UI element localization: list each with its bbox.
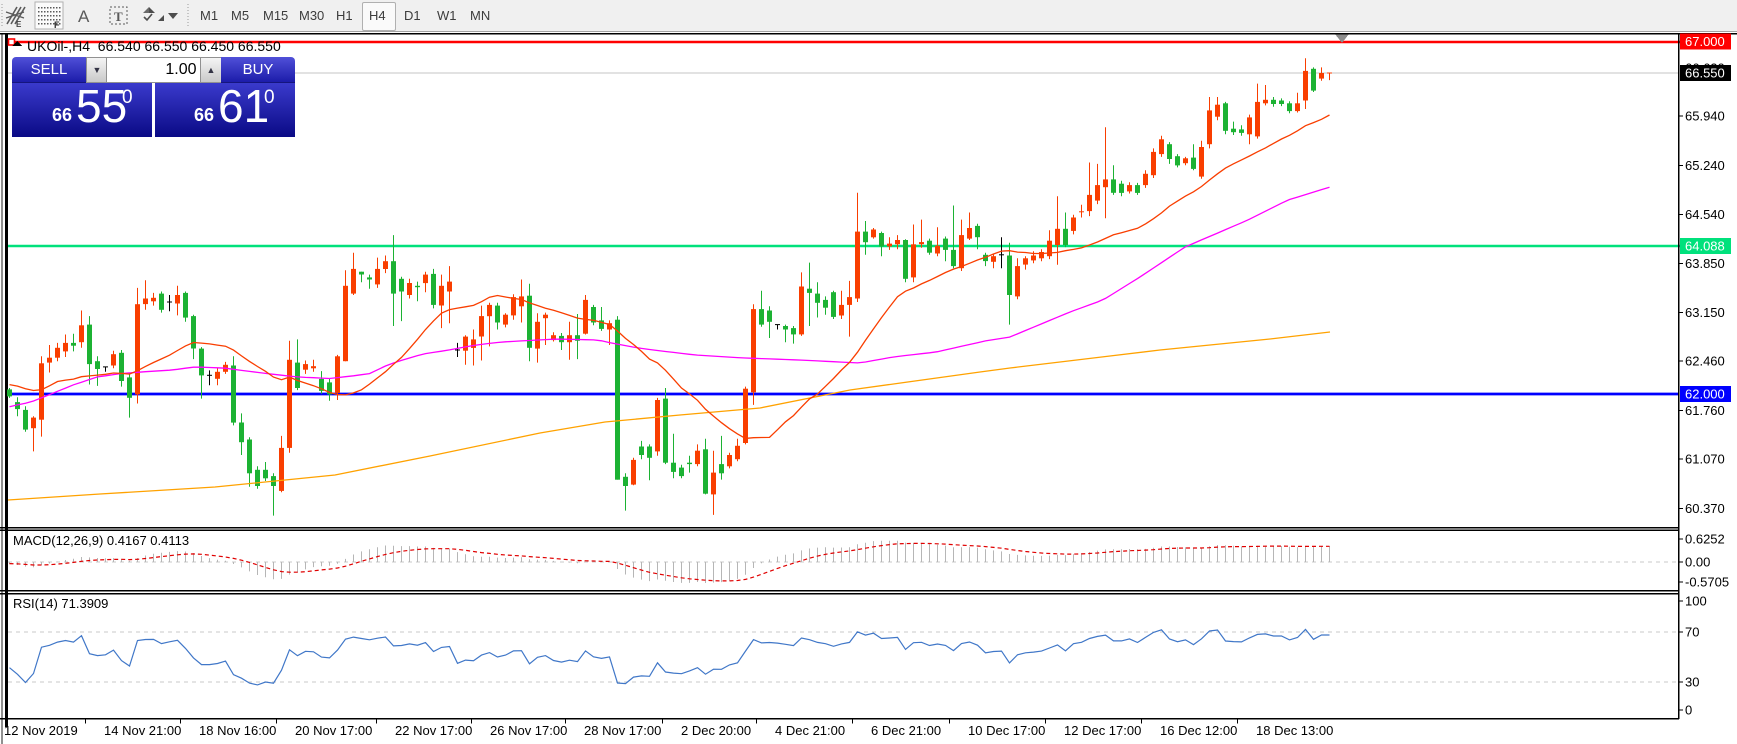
svg-text:E: E (16, 20, 22, 29)
svg-text:18 Dec 13:00: 18 Dec 13:00 (1256, 723, 1333, 738)
svg-text:66.550: 66.550 (1685, 66, 1725, 81)
svg-text:28 Nov 17:00: 28 Nov 17:00 (584, 723, 661, 738)
svg-text:6 Dec 21:00: 6 Dec 21:00 (871, 723, 941, 738)
svg-text:-0.5705: -0.5705 (1685, 575, 1729, 590)
svg-text:64.540: 64.540 (1685, 207, 1725, 222)
svg-text:0: 0 (1685, 703, 1692, 718)
svg-text:60.370: 60.370 (1685, 501, 1725, 516)
svg-text:63.850: 63.850 (1685, 256, 1725, 271)
svg-text:2 Dec 20:00: 2 Dec 20:00 (681, 723, 751, 738)
svg-text:63.150: 63.150 (1685, 305, 1725, 320)
svg-text:22 Nov 17:00: 22 Nov 17:00 (395, 723, 472, 738)
svg-text:10 Dec 17:00: 10 Dec 17:00 (968, 723, 1045, 738)
svg-text:65.940: 65.940 (1685, 109, 1725, 124)
svg-text:26 Nov 17:00: 26 Nov 17:00 (490, 723, 567, 738)
svg-text:30: 30 (1685, 675, 1699, 690)
svg-text:65.240: 65.240 (1685, 158, 1725, 173)
svg-text:61.070: 61.070 (1685, 452, 1725, 467)
svg-text:UKOil-,H4 66.540 66.550 66.45: UKOil-,H4 66.540 66.550 66.450 66.550 (27, 38, 281, 54)
svg-text:T: T (114, 9, 123, 24)
svg-text:100: 100 (1685, 594, 1707, 609)
svg-text:67.000: 67.000 (1685, 34, 1725, 49)
svg-text:70: 70 (1685, 625, 1699, 640)
svg-text:64.088: 64.088 (1685, 239, 1725, 254)
svg-text:16 Dec 12:00: 16 Dec 12:00 (1160, 723, 1237, 738)
svg-text:0.00: 0.00 (1685, 555, 1710, 570)
svg-text:61.760: 61.760 (1685, 403, 1725, 418)
svg-text:F: F (54, 20, 60, 30)
svg-text:20 Nov 17:00: 20 Nov 17:00 (295, 723, 372, 738)
svg-text:A: A (78, 7, 90, 26)
svg-text:14 Nov 21:00: 14 Nov 21:00 (104, 723, 181, 738)
svg-text:MACD(12,26,9) 0.4167 0.4113: MACD(12,26,9) 0.4167 0.4113 (13, 533, 189, 548)
svg-text:62.000: 62.000 (1685, 387, 1725, 402)
svg-text:12 Nov 2019: 12 Nov 2019 (4, 723, 78, 738)
svg-text:0.6252: 0.6252 (1685, 532, 1725, 547)
svg-text:12 Dec 17:00: 12 Dec 17:00 (1064, 723, 1141, 738)
svg-text:62.460: 62.460 (1685, 354, 1725, 369)
svg-text:4 Dec 21:00: 4 Dec 21:00 (775, 723, 845, 738)
svg-text:18 Nov 16:00: 18 Nov 16:00 (199, 723, 276, 738)
svg-text:RSI(14) 71.3909: RSI(14) 71.3909 (13, 596, 108, 611)
